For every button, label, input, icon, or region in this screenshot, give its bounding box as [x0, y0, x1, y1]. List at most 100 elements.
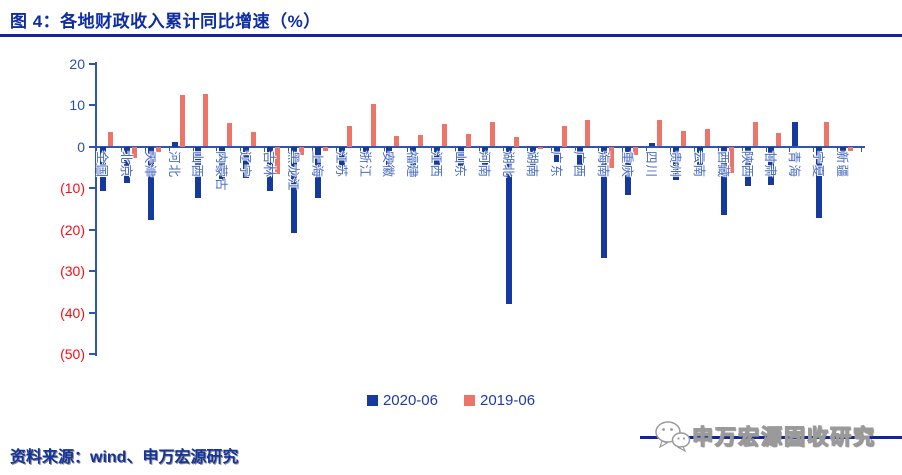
bar-2020-06-吉林 [267, 146, 274, 191]
category-boundary-tick [479, 147, 480, 152]
bar-2019-06-安徽 [394, 136, 400, 147]
y-tick-label: 0 [77, 138, 85, 155]
category-boundary-tick [216, 147, 218, 152]
bar-2019-06-江西 [442, 123, 448, 147]
category-boundary-tick [670, 147, 671, 152]
x-label-宁夏: 宁夏 [811, 150, 826, 178]
y-tick [89, 104, 96, 106]
category-boundary-tick [407, 147, 409, 152]
x-label-海南: 海南 [596, 150, 611, 178]
category-boundary-tick [311, 147, 313, 152]
bar-2020-06-甘肃 [768, 146, 775, 185]
bar-2020-06-上海 [314, 146, 321, 198]
x-label-江西: 江西 [429, 150, 444, 178]
bar-2019-06-山西 [203, 94, 209, 147]
bar-2019-06-浙江 [370, 104, 376, 147]
x-label-浙江: 浙江 [357, 150, 372, 178]
bar-2019-06-陕西 [752, 121, 758, 147]
x-label-山东: 山东 [453, 150, 468, 178]
category-boundary-tick [264, 147, 266, 152]
wechat-icon [655, 421, 691, 453]
y-tick [89, 353, 96, 355]
y-tick-label: (50) [60, 346, 85, 362]
bar-2019-06-江苏 [346, 125, 352, 147]
category-boundary-tick [789, 147, 791, 152]
y-tick-label: (30) [60, 263, 85, 279]
x-label-吉林: 吉林 [262, 150, 277, 178]
bar-2020-06-陕西 [744, 146, 751, 187]
x-label-四川: 四川 [644, 150, 659, 178]
bar-2019-06-内蒙古 [227, 123, 233, 147]
bar-2019-06-天津 [155, 146, 161, 152]
x-label-广西: 广西 [572, 150, 587, 178]
x-label-甘肃: 甘肃 [763, 150, 778, 178]
legend: 2020-06 2019-06 [0, 392, 902, 409]
category-boundary-tick [765, 147, 767, 152]
bar-2019-06-新疆 [848, 146, 854, 151]
y-tick-label: 20 [69, 55, 85, 72]
x-label-全国: 全国 [94, 150, 109, 178]
bar-2020-06-内蒙古 [219, 146, 226, 181]
bar-2019-06-辽宁 [251, 131, 257, 147]
watermark-text: 申万宏源固收研究 [691, 425, 876, 449]
bar-2019-06-福建 [418, 134, 424, 147]
bar-2020-06-四川 [649, 143, 656, 147]
bar-2019-06-山东 [466, 134, 472, 147]
bar-2020-06-黑龙江 [290, 146, 297, 233]
x-label-新疆: 新疆 [835, 150, 850, 178]
x-label-陕西: 陕西 [739, 150, 754, 178]
watermark: 申万宏源固收研究 [640, 415, 902, 460]
x-label-江苏: 江苏 [333, 150, 348, 178]
x-label-辽宁: 辽宁 [238, 150, 253, 178]
y-tick-label: (40) [60, 304, 85, 321]
bar-2019-06-重庆 [633, 146, 639, 155]
x-label-上海: 上海 [309, 150, 324, 178]
bar-2020-06-西藏 [720, 146, 727, 215]
x-label-青海: 青海 [787, 150, 802, 178]
y-tick-label: (10) [60, 180, 85, 196]
bar-2019-06-四川 [657, 119, 663, 147]
bar-2020-06-广东 [553, 146, 560, 163]
bar-2020-06-浙江 [362, 146, 369, 159]
category-boundary-tick [359, 147, 361, 152]
y-tick-label: 10 [69, 97, 85, 113]
bar-2019-06-上海 [322, 146, 328, 151]
bar-2020-06-云南 [696, 146, 703, 174]
category-boundary-tick [574, 147, 576, 152]
x-label-河南: 河南 [476, 150, 491, 178]
category-boundary-tick [288, 147, 289, 152]
y-axis [95, 61, 97, 356]
bar-2020-06-宁夏 [816, 146, 823, 218]
category-boundary-tick [550, 147, 552, 152]
legend-item-2019-06: 2019-06 [464, 392, 535, 409]
bar-2020-06-福建 [410, 146, 417, 178]
y-tick [89, 228, 96, 231]
bar-2020-06-河南 [481, 146, 488, 168]
x-label-安徽: 安徽 [381, 150, 396, 178]
category-boundary-tick [502, 147, 504, 152]
x-label-内蒙古: 内蒙古 [214, 150, 229, 192]
x-label-黑龙江: 黑龙江 [285, 150, 300, 192]
category-boundary-tick [741, 147, 743, 152]
x-label-广东: 广东 [548, 150, 563, 178]
bar-2019-06-西藏 [728, 146, 734, 174]
category-boundary-tick [693, 147, 695, 152]
category-boundary-tick [526, 147, 528, 152]
x-label-西藏: 西藏 [715, 150, 730, 178]
category-boundary-tick [431, 147, 433, 152]
category-boundary-tick [192, 147, 194, 152]
y-tick [89, 145, 96, 148]
bar-2019-06-广东 [561, 125, 567, 147]
x-label-福建: 福建 [405, 150, 420, 178]
category-boundary-tick [240, 147, 242, 152]
bar-2020-06-山西 [195, 146, 202, 198]
legend-label: 2019-06 [480, 392, 536, 409]
category-boundary-tick [837, 147, 839, 152]
category-boundary-tick [120, 147, 122, 152]
x-label-湖北: 湖北 [500, 150, 515, 178]
x-label-北京: 北京 [118, 150, 133, 178]
bar-2020-06-天津 [147, 146, 154, 220]
category-boundary-tick [646, 147, 648, 152]
source-note: 资料来源：wind、申万宏源研究 [10, 449, 239, 466]
